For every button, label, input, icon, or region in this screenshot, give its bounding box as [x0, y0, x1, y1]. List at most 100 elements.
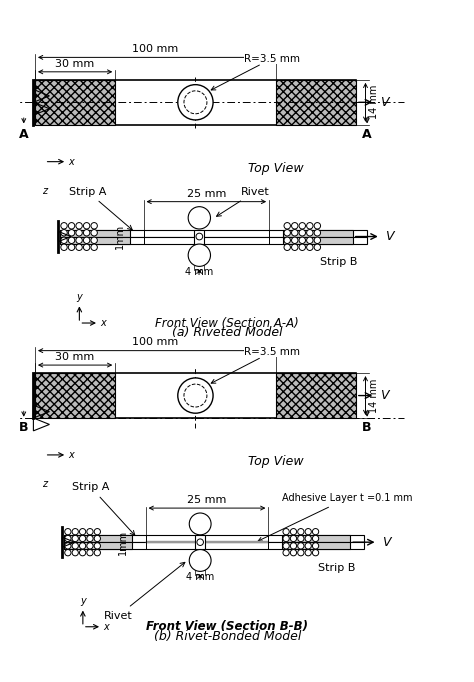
- Circle shape: [83, 230, 90, 236]
- Text: 100 mm: 100 mm: [132, 44, 178, 54]
- Text: B: B: [362, 421, 372, 434]
- Text: Strip A: Strip A: [73, 482, 135, 535]
- Circle shape: [94, 535, 100, 542]
- Circle shape: [284, 222, 291, 229]
- Circle shape: [314, 237, 320, 243]
- Bar: [64, 542, 132, 549]
- Circle shape: [305, 529, 311, 535]
- Text: A: A: [362, 128, 372, 140]
- Text: Top View: Top View: [248, 162, 303, 175]
- Circle shape: [283, 535, 289, 542]
- Text: 1mm: 1mm: [118, 530, 128, 554]
- Circle shape: [283, 529, 289, 535]
- Text: Top View: Top View: [248, 455, 303, 468]
- Circle shape: [68, 222, 75, 229]
- Bar: [282, 542, 350, 549]
- Circle shape: [61, 230, 67, 236]
- Circle shape: [314, 222, 320, 229]
- Circle shape: [312, 550, 319, 556]
- Circle shape: [94, 543, 100, 549]
- Bar: [64, 535, 364, 542]
- Circle shape: [68, 230, 75, 236]
- Bar: [60, 230, 129, 237]
- Circle shape: [291, 529, 297, 535]
- Circle shape: [299, 244, 306, 250]
- Circle shape: [298, 550, 304, 556]
- Text: 100 mm: 100 mm: [132, 338, 178, 347]
- Circle shape: [196, 233, 203, 240]
- Circle shape: [312, 529, 319, 535]
- Circle shape: [298, 529, 304, 535]
- Circle shape: [284, 230, 291, 236]
- Circle shape: [283, 550, 289, 556]
- Bar: [283, 230, 353, 237]
- Circle shape: [283, 543, 289, 549]
- Circle shape: [307, 244, 313, 250]
- Bar: [60, 237, 129, 243]
- Circle shape: [189, 550, 211, 572]
- Circle shape: [178, 378, 213, 413]
- Circle shape: [76, 237, 82, 243]
- Circle shape: [314, 230, 320, 236]
- Circle shape: [91, 230, 97, 236]
- Text: y: y: [76, 292, 82, 302]
- Text: Front View (Section B-B): Front View (Section B-B): [146, 620, 309, 634]
- Circle shape: [91, 244, 97, 250]
- Text: x: x: [100, 318, 106, 328]
- Text: V: V: [385, 230, 393, 243]
- Circle shape: [188, 244, 210, 267]
- Bar: [35, 373, 115, 418]
- Circle shape: [68, 237, 75, 243]
- Circle shape: [292, 230, 298, 236]
- Circle shape: [91, 222, 97, 229]
- Circle shape: [91, 237, 97, 243]
- Circle shape: [284, 244, 291, 250]
- Circle shape: [72, 529, 78, 535]
- Circle shape: [291, 535, 297, 542]
- Text: 14 mm: 14 mm: [369, 85, 379, 119]
- Text: x: x: [103, 622, 109, 632]
- Circle shape: [298, 535, 304, 542]
- Circle shape: [305, 535, 311, 542]
- Circle shape: [291, 543, 297, 549]
- Circle shape: [94, 529, 100, 535]
- Circle shape: [72, 543, 78, 549]
- Circle shape: [298, 543, 304, 549]
- Circle shape: [178, 85, 213, 120]
- Circle shape: [83, 222, 90, 229]
- Text: x: x: [69, 157, 74, 166]
- Text: Rivet: Rivet: [104, 563, 185, 621]
- Bar: [282, 535, 350, 542]
- Text: R=3.5 mm: R=3.5 mm: [211, 347, 300, 383]
- Circle shape: [76, 222, 82, 229]
- Text: V: V: [382, 535, 390, 549]
- Text: V: V: [380, 389, 388, 402]
- Text: (b) Rivet-Bonded Model: (b) Rivet-Bonded Model: [154, 629, 301, 643]
- Bar: [35, 80, 356, 125]
- Circle shape: [87, 550, 93, 556]
- Circle shape: [312, 535, 319, 542]
- Text: R=3.5 mm: R=3.5 mm: [211, 54, 300, 90]
- Circle shape: [292, 222, 298, 229]
- Text: z: z: [42, 186, 47, 196]
- Circle shape: [189, 513, 211, 535]
- Circle shape: [80, 550, 86, 556]
- Text: z: z: [42, 479, 47, 489]
- Text: Strip A: Strip A: [69, 187, 132, 230]
- Bar: [64, 535, 132, 542]
- Text: x: x: [69, 450, 74, 460]
- Circle shape: [80, 535, 86, 542]
- Text: 4 mm: 4 mm: [186, 572, 214, 582]
- Circle shape: [307, 237, 313, 243]
- Circle shape: [65, 529, 71, 535]
- Bar: [64, 542, 364, 549]
- Text: V: V: [380, 95, 388, 109]
- Text: Adhesive Layer t =0.1 mm: Adhesive Layer t =0.1 mm: [258, 493, 412, 541]
- Text: 30 mm: 30 mm: [55, 59, 95, 69]
- Bar: [146, 542, 268, 543]
- Circle shape: [72, 550, 78, 556]
- Circle shape: [83, 244, 90, 250]
- Text: Strip B: Strip B: [318, 563, 355, 573]
- Circle shape: [305, 550, 311, 556]
- Circle shape: [68, 244, 75, 250]
